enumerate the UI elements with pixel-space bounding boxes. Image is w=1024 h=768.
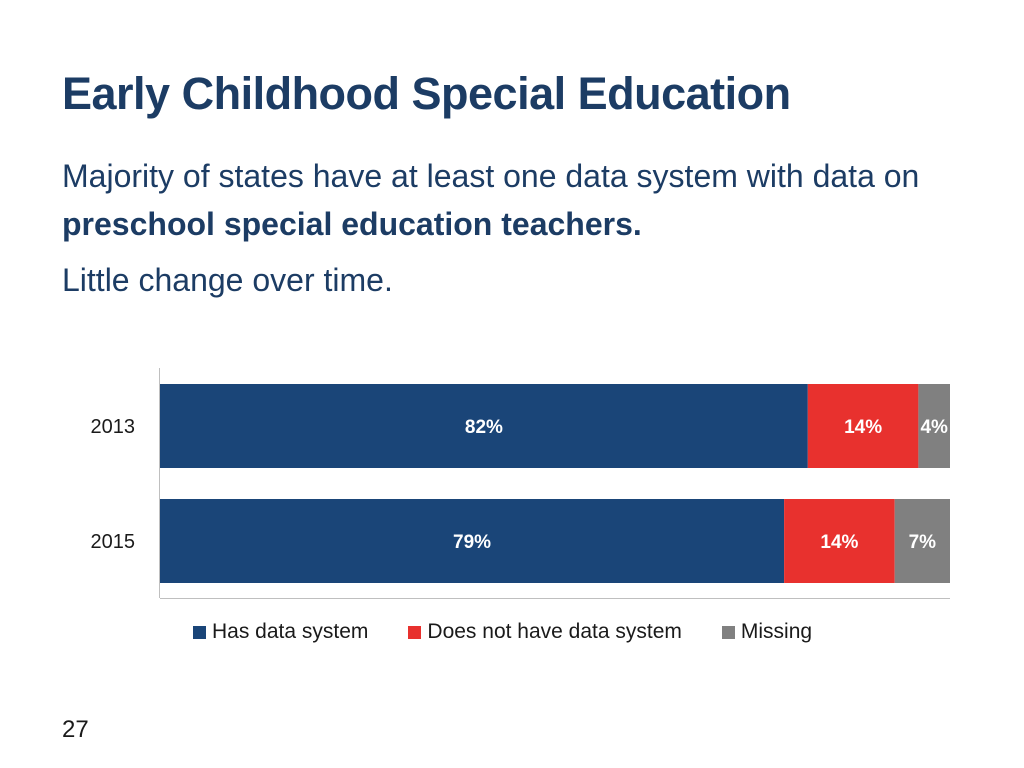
data-label: 82% [465, 417, 503, 438]
category-label: 2013 [91, 416, 136, 438]
data-label: 14% [844, 417, 882, 438]
bar-segment [160, 499, 785, 583]
data-label: 79% [453, 532, 491, 553]
slide-title: Early Childhood Special Education [62, 68, 791, 119]
legend-item: Has data system [193, 620, 368, 644]
bar-segment [894, 499, 950, 583]
slide-subnote: Little change over time. [62, 262, 393, 298]
subtitle-text: Majority of states have at least one dat… [62, 158, 920, 194]
legend-label: Does not have data system [427, 620, 682, 643]
chart-category-labels: 2013 2015 [91, 416, 136, 553]
legend-swatch [721, 625, 735, 639]
chart-axes [159, 368, 950, 599]
bar-segment [160, 384, 808, 468]
legend-item: Does not have data system [408, 620, 682, 644]
legend-swatch [408, 625, 422, 639]
legend-item: Missing [721, 620, 813, 644]
legend-label: Missing [740, 620, 813, 643]
bar-segment [918, 384, 950, 468]
data-label: 14% [820, 532, 858, 553]
slide-subtitle: Majority of states have at least one dat… [62, 152, 962, 248]
legend-label: Has data system [212, 620, 369, 643]
category-label: 2015 [91, 531, 136, 553]
bar-segment [784, 499, 895, 583]
chart-legend: Has data system Does not have data system… [193, 620, 852, 644]
subtitle-emphasis: preschool special education teachers. [62, 206, 642, 242]
chart-bars [160, 384, 950, 583]
chart-value-labels: 82% 14% 4% 79% 14% 7% [453, 417, 948, 553]
bar-segment [807, 384, 919, 468]
data-label: 7% [909, 532, 937, 553]
data-label: 4% [920, 417, 948, 438]
page-number: 27 [62, 716, 89, 743]
legend-swatch [193, 625, 206, 639]
